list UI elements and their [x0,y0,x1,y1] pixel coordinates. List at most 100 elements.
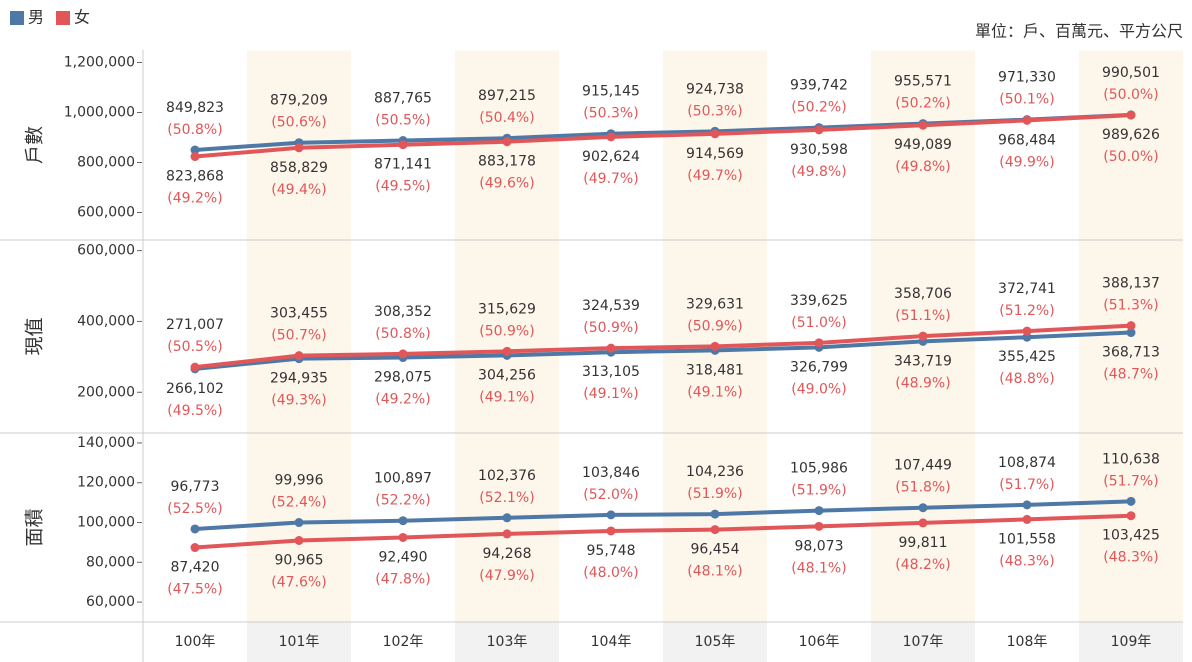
value-label: 271,007 [166,317,224,333]
percent-label: (49.6%) [479,176,534,192]
value-label: 990,501 [1102,65,1160,81]
y-tick-label: 140,000 [77,435,135,451]
percent-label: (52.5%) [167,501,222,517]
percent-label: (50.6%) [271,115,326,131]
value-label: 104,236 [686,464,744,480]
value-label: 99,811 [899,535,948,551]
percent-label: (49.7%) [687,168,742,184]
point [710,129,720,139]
value-label: 313,105 [582,364,640,380]
percent-label: (51.9%) [687,486,742,502]
value-label: 90,965 [275,553,324,569]
x-tick-label: 109年 [1111,634,1152,650]
value-label: 897,215 [478,88,536,104]
value-label: 95,748 [587,543,636,559]
percent-label: (49.5%) [375,179,430,195]
point [190,145,200,155]
value-label: 989,626 [1102,127,1160,143]
y-tick-label: 1,000,000 [64,105,135,121]
category-bg [871,622,975,662]
value-label: 939,742 [790,78,848,94]
percent-label: (47.5%) [167,582,222,598]
category-bg [455,622,559,662]
point [814,125,824,135]
legend-swatch [56,11,70,25]
percent-label: (52.4%) [271,495,326,511]
y-axis-title: 現值 [24,317,46,355]
value-label: 318,481 [686,362,744,378]
percent-label: (52.1%) [479,490,534,506]
value-label: 329,631 [686,296,744,312]
value-label: 949,089 [894,137,952,153]
point [502,346,512,356]
value-label: 98,073 [795,538,844,554]
point [606,132,616,142]
legend-label: 男 [28,8,44,27]
percent-label: (50.5%) [167,339,222,355]
y-tick-label: 400,000 [77,313,135,329]
percent-label: (48.0%) [583,565,638,581]
point [502,513,512,523]
point [1022,500,1032,510]
value-label: 915,145 [582,84,640,100]
value-label: 92,490 [379,549,428,565]
value-label: 324,539 [582,298,640,314]
y-tick-label: 80,000 [86,554,135,570]
y-tick-label: 600,000 [77,243,135,259]
percent-label: (49.2%) [167,191,222,207]
percent-label: (50.5%) [375,113,430,129]
percent-label: (51.1%) [895,308,950,324]
value-label: 358,706 [894,286,952,302]
value-label: 355,425 [998,349,1056,365]
point [398,349,408,359]
percent-label: (51.7%) [999,477,1054,493]
point [1126,511,1136,521]
value-label: 108,874 [998,455,1056,471]
point [398,532,408,542]
percent-label: (52.0%) [583,487,638,503]
value-label: 849,823 [166,100,224,116]
y-tick-label: 200,000 [77,384,135,400]
point [398,516,408,526]
point [294,143,304,153]
y-tick-label: 120,000 [77,475,135,491]
percent-label: (49.1%) [583,386,638,402]
point [1126,496,1136,506]
percent-label: (49.2%) [375,392,430,408]
legend-label: 女 [74,8,90,27]
value-label: 858,829 [270,160,328,176]
y-tick-label: 100,000 [77,515,135,531]
percent-label: (50.1%) [999,92,1054,108]
percent-label: (50.9%) [479,323,534,339]
x-tick-label: 102年 [383,634,424,650]
point [606,526,616,536]
series-line [194,499,1132,531]
value-label: 308,352 [374,304,432,320]
point [918,331,928,341]
percent-label: (47.6%) [271,575,326,591]
percent-label: (51.9%) [791,483,846,499]
percent-label: (50.0%) [1103,149,1158,165]
point [294,536,304,546]
value-label: 955,571 [894,74,952,90]
point [710,525,720,535]
x-tick-label: 108年 [1007,634,1048,650]
point [1022,326,1032,336]
percent-label: (49.0%) [791,381,846,397]
value-label: 914,569 [686,146,744,162]
value-label: 298,075 [374,370,432,386]
value-label: 103,846 [582,465,640,481]
value-label: 343,719 [894,353,952,369]
percent-label: (50.9%) [583,320,638,336]
point [710,509,720,519]
percent-label: (49.4%) [271,182,326,198]
point [502,137,512,147]
value-label: 94,268 [483,546,532,562]
value-label: 883,178 [478,154,536,170]
series-line [194,323,1132,370]
x-tick-label: 107年 [903,634,944,650]
x-tick-label: 103年 [487,634,528,650]
percent-label: (52.2%) [375,493,430,509]
point [190,524,200,534]
